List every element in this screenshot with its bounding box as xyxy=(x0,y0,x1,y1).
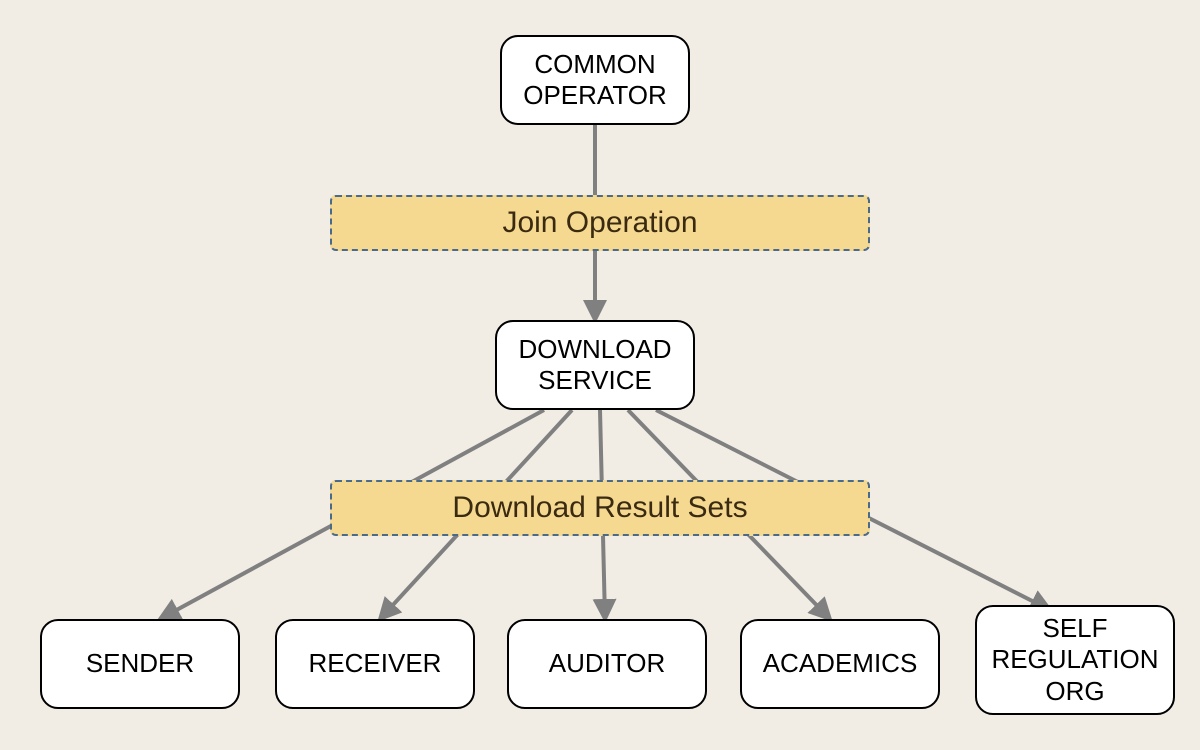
node-label: DOWNLOAD SERVICE xyxy=(505,334,685,396)
node-self-regulation-org: SELF REGULATION ORG xyxy=(975,605,1175,715)
band-download-result-sets: Download Result Sets xyxy=(330,480,870,536)
node-label: ACADEMICS xyxy=(763,648,918,679)
node-sender: SENDER xyxy=(40,619,240,709)
band-join-operation: Join Operation xyxy=(330,195,870,251)
node-label: AUDITOR xyxy=(549,648,666,679)
node-academics: ACADEMICS xyxy=(740,619,940,709)
diagram-canvas: Join Operation Download Result Sets COMM… xyxy=(0,0,1200,750)
node-common-operator: COMMON OPERATOR xyxy=(500,35,690,125)
node-download-service: DOWNLOAD SERVICE xyxy=(495,320,695,410)
node-label: COMMON OPERATOR xyxy=(510,49,680,111)
band-label: Download Result Sets xyxy=(452,491,747,525)
node-auditor: AUDITOR xyxy=(507,619,707,709)
node-receiver: RECEIVER xyxy=(275,619,475,709)
node-label: SENDER xyxy=(86,648,194,679)
node-label: SELF REGULATION ORG xyxy=(985,613,1165,707)
band-label: Join Operation xyxy=(502,206,697,240)
node-label: RECEIVER xyxy=(309,648,442,679)
